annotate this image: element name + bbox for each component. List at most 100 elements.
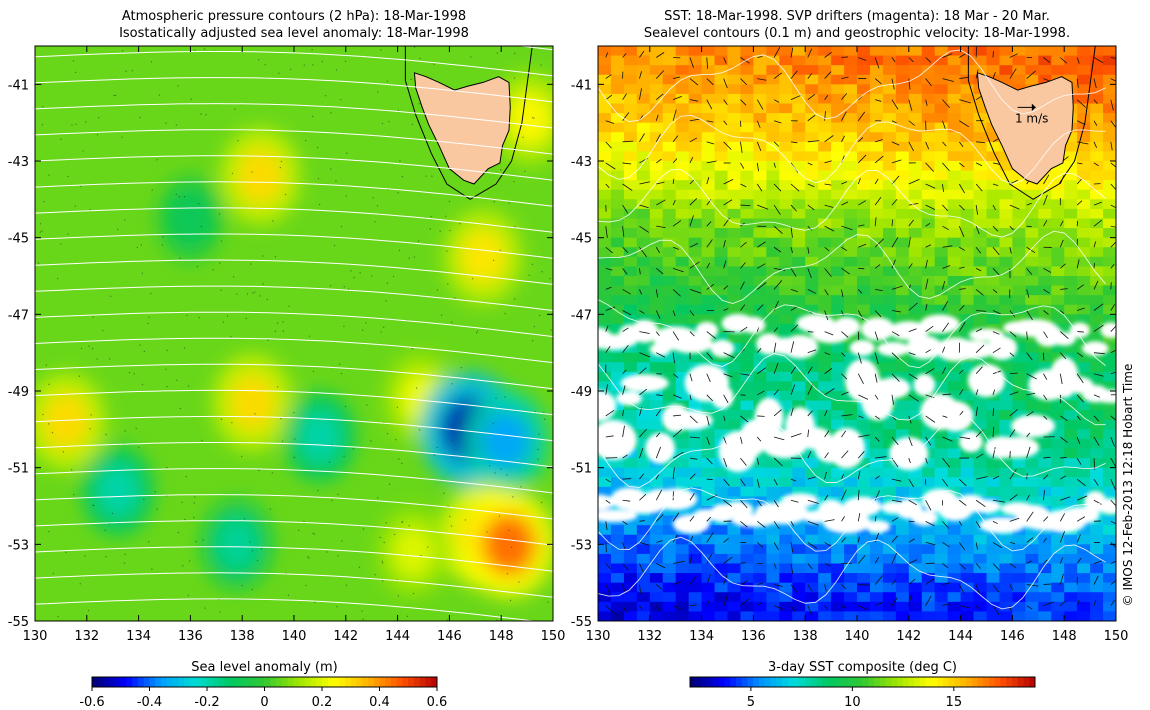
- sst-cell: [714, 218, 729, 229]
- velocity-arrow: [858, 224, 865, 227]
- sst-cell: [1025, 534, 1039, 545]
- track-dot: [98, 117, 100, 119]
- track-dot: [508, 202, 510, 204]
- sst-cell: [792, 573, 806, 584]
- sst-cell: [610, 601, 625, 613]
- sst-cell: [779, 132, 793, 143]
- track-dot: [348, 288, 350, 290]
- track-dot: [52, 572, 54, 575]
- velocity-arrow: [1110, 141, 1113, 151]
- sst-cell: [662, 122, 677, 133]
- sst-cell: [610, 151, 625, 162]
- sst-cell: [986, 553, 1001, 565]
- velocity-arrow: [975, 366, 983, 375]
- velocity-arrow: [656, 352, 666, 358]
- y-tick-label: -53: [571, 538, 592, 553]
- track-dot: [128, 371, 131, 374]
- sst-cell: [675, 199, 690, 210]
- velocity-arrow: [976, 476, 988, 480]
- colorbar-cell: [184, 677, 191, 687]
- colorbar-cell: [115, 677, 122, 687]
- colorbar-cell: [362, 677, 369, 687]
- velocity-arrow: [639, 181, 651, 185]
- velocity-arrow: [1026, 225, 1032, 228]
- velocity-arrow: [1059, 239, 1064, 248]
- sst-cell: [688, 161, 703, 172]
- colorbar-cell: [299, 677, 306, 687]
- track-dot: [234, 108, 236, 110]
- velocity-arrow: [1093, 560, 1103, 564]
- sst-cell: [1103, 515, 1116, 526]
- track-dot: [45, 364, 47, 366]
- sst-cell: [895, 276, 910, 287]
- sst-cell: [960, 151, 975, 162]
- sst-cell: [649, 141, 664, 153]
- sst-cell: [1090, 544, 1104, 555]
- sst-cell: [973, 515, 988, 526]
- sst-cell: [947, 582, 962, 593]
- sst-cell: [714, 496, 729, 507]
- sst-cell: [1103, 592, 1116, 603]
- sst-cell: [598, 256, 612, 268]
- velocity-arrow: [1076, 78, 1079, 88]
- velocity-arrow: [975, 328, 983, 332]
- sst-cell: [727, 362, 742, 373]
- sst-cell: [1090, 74, 1104, 85]
- velocity-arrow: [824, 289, 829, 296]
- track-dot: [165, 122, 167, 124]
- sst-cell: [973, 122, 988, 133]
- sst-cell: [779, 170, 793, 181]
- track-dot: [71, 124, 73, 126]
- sst-cell: [947, 611, 962, 621]
- sst-cell: [1103, 371, 1116, 383]
- sst-cell: [1025, 218, 1039, 229]
- colorbar-tick-label: 0.6: [427, 695, 448, 710]
- sst-cell: [1012, 170, 1026, 181]
- track-dot: [148, 541, 150, 543]
- sst-cell: [1038, 477, 1052, 488]
- track-dot: [187, 594, 189, 596]
- velocity-arrow: [1059, 531, 1066, 543]
- sst-cell: [610, 525, 625, 536]
- sst-cell: [753, 362, 767, 373]
- velocity-arrow: [773, 362, 779, 374]
- sst-cell: [714, 161, 729, 172]
- track-dot: [85, 121, 87, 123]
- track-dot: [543, 412, 545, 414]
- pressure-contour: [35, 77, 553, 103]
- sst-cell: [598, 573, 612, 584]
- sst-cell: [947, 573, 962, 584]
- track-dot: [361, 610, 363, 612]
- sst-cell: [999, 477, 1013, 488]
- sst-cell: [844, 276, 858, 287]
- sst-cell: [831, 582, 845, 593]
- velocity-arrow: [639, 473, 645, 480]
- cloud-patch: [711, 385, 734, 409]
- colorbar-cell: [143, 677, 150, 687]
- sst-cell: [1025, 247, 1039, 258]
- sst-cell: [973, 314, 988, 325]
- sst-cell: [805, 371, 819, 383]
- sst-cell: [960, 573, 975, 584]
- velocity-arrow: [992, 183, 999, 187]
- sst-cell: [947, 534, 962, 545]
- colorbar-cell: [339, 677, 346, 687]
- sst-cell: [1077, 74, 1091, 85]
- sst-cell: [1077, 333, 1091, 344]
- colorbar-cell: [293, 677, 300, 687]
- velocity-arrow: [1026, 537, 1034, 543]
- sst-cell: [636, 141, 651, 153]
- track-dot: [249, 541, 251, 543]
- velocity-arrow: [841, 225, 853, 231]
- track-dot: [71, 469, 73, 471]
- sst-cell: [740, 371, 754, 383]
- sst-cell: [1103, 55, 1116, 66]
- sst-cell: [1064, 352, 1078, 363]
- sst-cell: [895, 266, 910, 277]
- sst-cell: [831, 362, 845, 373]
- velocity-arrow: [942, 99, 950, 108]
- velocity-arrow: [1026, 494, 1030, 501]
- sst-cell: [1012, 266, 1026, 277]
- sst-cell: [1012, 391, 1026, 402]
- velocity-arrow: [1026, 584, 1039, 587]
